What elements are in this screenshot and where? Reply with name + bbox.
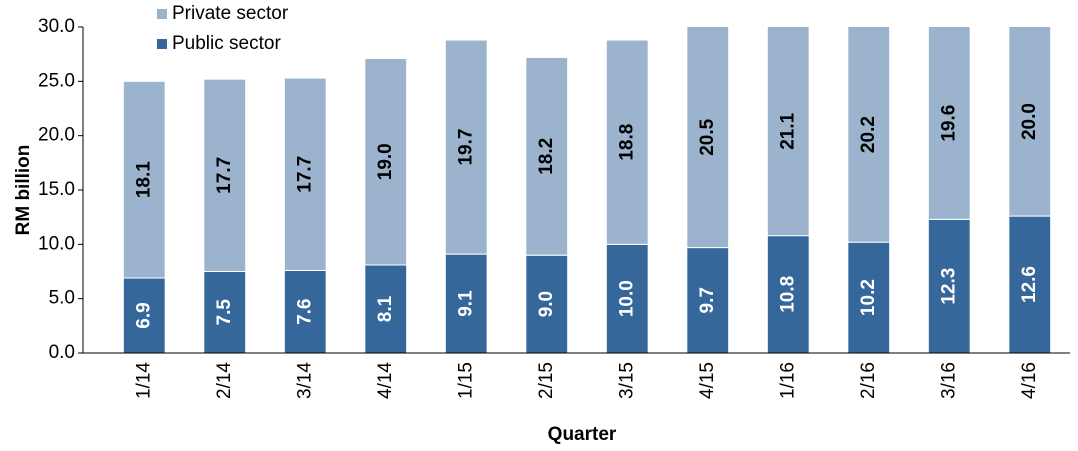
x-axis-title: Quarter <box>548 424 617 445</box>
data-label: 9.7 <box>697 287 718 313</box>
y-tick-label: 25.0 <box>38 70 75 91</box>
x-tick-label: 3/16 <box>938 362 959 399</box>
y-axis-title: RM billion <box>13 145 34 236</box>
bar-segment <box>1008 27 1052 217</box>
data-label: 20.0 <box>1019 103 1040 140</box>
x-tick-label: 1/16 <box>777 362 798 399</box>
data-label: 7.6 <box>294 298 315 324</box>
bar-segment <box>122 277 166 354</box>
bar-segment <box>203 78 247 272</box>
x-tick-label: 4/15 <box>697 362 718 399</box>
x-tick-label: 3/14 <box>294 362 315 399</box>
bar-segment <box>364 58 408 266</box>
x-tick-label: 2/16 <box>858 362 879 399</box>
bar-segment <box>1008 215 1052 354</box>
legend-swatch <box>157 39 167 49</box>
bar-segment <box>122 80 166 279</box>
data-label: 10.8 <box>777 276 798 313</box>
bar-segment <box>283 77 327 271</box>
y-tick-label: 20.0 <box>38 125 75 146</box>
y-tick-label: 10.0 <box>38 233 75 254</box>
data-label: 10.0 <box>616 280 637 317</box>
x-tick-label: 1/15 <box>455 362 476 399</box>
x-tick-label: 2/15 <box>536 362 557 399</box>
data-label: 12.6 <box>1019 266 1040 303</box>
data-label: 20.5 <box>697 118 718 155</box>
bar-segment <box>766 235 810 354</box>
bar-segment <box>444 39 488 255</box>
data-label: 9.0 <box>536 291 557 317</box>
data-label: 20.2 <box>858 116 879 153</box>
x-tick-label: 4/16 <box>1019 362 1040 399</box>
legend-label: Public sector <box>172 33 281 54</box>
bar-segment <box>605 39 649 245</box>
bar-segment <box>847 27 891 243</box>
bar-segment <box>847 241 891 354</box>
data-label: 19.6 <box>938 105 959 142</box>
data-label: 18.2 <box>536 138 557 175</box>
data-label: 12.3 <box>938 268 959 305</box>
legend-label: Private sector <box>172 3 289 24</box>
data-label: 21.1 <box>777 112 798 149</box>
data-label: 19.7 <box>455 129 476 166</box>
x-tick-label: 2/14 <box>214 362 235 399</box>
data-label: 10.2 <box>858 279 879 316</box>
data-label: 6.9 <box>133 302 154 328</box>
bar-segment <box>766 27 810 237</box>
data-label: 17.7 <box>214 157 235 194</box>
data-label: 8.1 <box>375 295 396 322</box>
data-label: 17.7 <box>294 156 315 193</box>
data-label: 9.1 <box>455 290 476 317</box>
legend-swatch <box>157 9 167 19</box>
bar-segment <box>686 27 730 249</box>
y-tick-label: 0.0 <box>49 342 75 363</box>
x-tick-label: 3/15 <box>616 362 637 399</box>
y-tick-label: 30.0 <box>38 16 75 37</box>
bar-segment <box>927 27 971 220</box>
y-tick-label: 15.0 <box>38 179 75 200</box>
data-label: 19.0 <box>375 143 396 180</box>
data-label: 7.5 <box>214 299 235 326</box>
plot <box>122 27 1052 354</box>
x-tick-label: 4/14 <box>375 362 396 399</box>
bar-segment <box>525 56 569 256</box>
bar-segment <box>525 254 569 354</box>
data-label: 18.8 <box>616 124 637 161</box>
bar-segment <box>927 218 971 354</box>
x-tick-label: 1/14 <box>133 362 154 399</box>
data-label: 18.1 <box>133 161 154 198</box>
y-tick-label: 5.0 <box>49 288 75 309</box>
